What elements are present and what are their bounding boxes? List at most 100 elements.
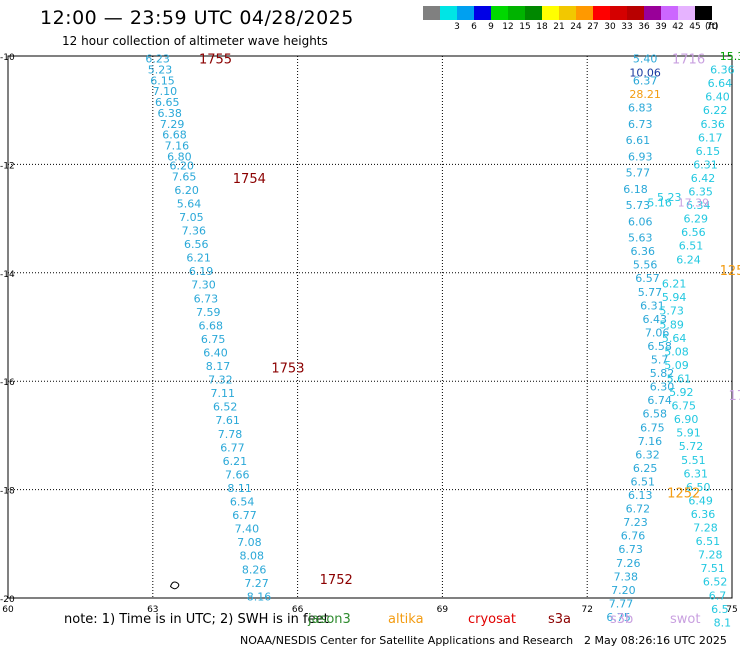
wave-height-value: 6.25 — [633, 462, 658, 475]
legend-swatch — [525, 6, 542, 20]
wave-height-value: 6.24 — [676, 253, 701, 266]
wave-height-value: 6.72 — [626, 503, 651, 516]
wave-height-value: 6.64 — [708, 77, 733, 90]
wave-height-value: 6.36 — [710, 64, 735, 77]
wave-height-value: 28.21 — [629, 88, 661, 101]
legend-swatch — [491, 6, 508, 20]
wave-height-value: 7.05 — [179, 211, 204, 224]
wave-height-value: 7.06 — [645, 326, 670, 339]
lon-label: 66 — [292, 605, 304, 615]
color-legend: (ft) 3 6 9 12 15 18 21 24 27 30 33 36 39 42 45 70 — [423, 6, 728, 40]
wave-height-value: 6.40 — [705, 91, 730, 104]
legend-swatch — [695, 6, 712, 20]
wave-height-value: 5.61 — [667, 372, 692, 385]
wave-height-value: 6.80 — [167, 150, 192, 163]
wave-height-value: 6.75 — [640, 421, 665, 434]
wave-height-value: 7.38 — [614, 570, 639, 583]
wave-height-value: 6.37 — [633, 74, 658, 87]
wave-height-value: 6.68 — [198, 319, 223, 332]
wave-height-value: 7.26 — [616, 557, 641, 570]
wave-height-value: 8.16 — [247, 590, 272, 603]
wave-height-value: 6.83 — [628, 101, 653, 114]
wave-height-value: 10.06 — [629, 66, 661, 79]
wave-height-value: 6.90 — [674, 413, 699, 426]
wave-height-value: 5.09 — [664, 359, 689, 372]
wave-height-value: 7.65 — [172, 170, 197, 183]
wave-height-value: 7.36 — [182, 225, 207, 238]
lon-label: 60 — [2, 605, 14, 615]
legend-swatch — [457, 6, 474, 20]
wave-height-value: 7.28 — [698, 549, 723, 562]
wave-height-value: 6.15 — [150, 74, 175, 87]
wave-height-value: 6.29 — [684, 213, 709, 226]
wave-height-value: 6.54 — [230, 496, 255, 509]
legend-label: 9 — [488, 22, 494, 32]
wave-height-value: 5.64 — [662, 332, 687, 345]
wave-height-value: 6.73 — [618, 543, 643, 556]
pass-time-label: 1252 — [667, 486, 700, 501]
wave-height-value: 8.1 — [714, 616, 732, 629]
wave-height-value: 6.31 — [684, 467, 709, 480]
wave-height-value: 15.3 — [720, 50, 740, 63]
timestamp: 2 May 08:26:16 UTC 2025 — [584, 634, 727, 647]
wave-height-value: 6.42 — [691, 172, 716, 185]
legend-label: 21 — [553, 22, 565, 32]
pass-time-label: 1716 — [672, 53, 705, 68]
legend-swatch — [593, 6, 610, 20]
legend-swatch — [508, 6, 525, 20]
satellite-label-s3b: s3b — [610, 612, 634, 627]
wave-height-value: 7.51 — [700, 562, 725, 575]
legend-label: 70 — [706, 22, 718, 32]
wave-height-value: 6.57 — [635, 272, 660, 285]
pass-time-label: 125 — [720, 264, 740, 279]
wave-height-value: 5.89 — [659, 318, 684, 331]
wave-height-value: 6.18 — [623, 183, 648, 196]
wave-height-value: 5.63 — [628, 232, 653, 245]
wave-height-value: 5.08 — [664, 345, 689, 358]
wave-height-value: 6.58 — [647, 340, 672, 353]
wave-height-value: 6.76 — [621, 530, 646, 543]
wave-height-value: 6.19 — [189, 265, 214, 278]
wave-height-value: 6.36 — [700, 118, 725, 131]
wave-height-value: 6.52 — [213, 401, 238, 414]
chart-subtitle: 12 hour collection of altimeter wave hei… — [62, 34, 328, 48]
lon-label: 75 — [726, 605, 737, 615]
wave-height-value: 6.31 — [640, 299, 665, 312]
wave-height-value: 5.23 — [657, 191, 682, 204]
pass-time-label: 1752 — [320, 573, 353, 588]
wave-height-value: 7.27 — [244, 577, 269, 590]
wave-height-value: 8.17 — [206, 360, 231, 373]
legend-unit: (ft) — [705, 22, 719, 32]
footnote: note: 1) Time is in UTC; 2) SWH is in fe… — [64, 612, 329, 627]
wave-height-value: 6.7 — [709, 589, 727, 602]
legend-label: 30 — [604, 22, 616, 32]
wave-height-value: 6.61 — [626, 134, 651, 147]
wave-height-value: 6.52 — [703, 576, 728, 589]
legend-label: 12 — [502, 22, 514, 32]
wave-height-value: 8.11 — [227, 482, 252, 495]
legend-swatch — [644, 6, 661, 20]
wave-height-value: 6.75 — [671, 400, 696, 413]
island-outline — [169, 581, 180, 590]
legend-label: 36 — [638, 22, 650, 32]
wave-height-value: 6.75 — [201, 333, 226, 346]
wave-height-value: 6.22 — [703, 104, 728, 117]
wave-height-value: 7.30 — [191, 279, 216, 292]
wave-height-value: 6.06 — [628, 215, 653, 228]
wave-height-value: 6.34 — [686, 199, 711, 212]
wave-height-value: 7.20 — [611, 584, 636, 597]
wave-height-value: 5.94 — [662, 291, 687, 304]
lat-label: -14 — [0, 270, 15, 280]
wave-height-value: 6.31 — [693, 158, 718, 171]
wave-height-value: 6.68 — [162, 129, 187, 142]
wave-height-value: 6.23 — [145, 53, 170, 66]
legend-label: 3 — [454, 22, 460, 32]
lat-label: -12 — [0, 161, 15, 171]
wave-height-value: 6.40 — [203, 346, 228, 359]
wave-height-value: 6.35 — [688, 186, 713, 199]
wave-height-value: 6.32 — [635, 448, 660, 461]
legend-swatch — [627, 6, 644, 20]
wave-height-value: 6.13 — [628, 489, 653, 502]
satellite-label-swot: swot — [670, 612, 701, 627]
